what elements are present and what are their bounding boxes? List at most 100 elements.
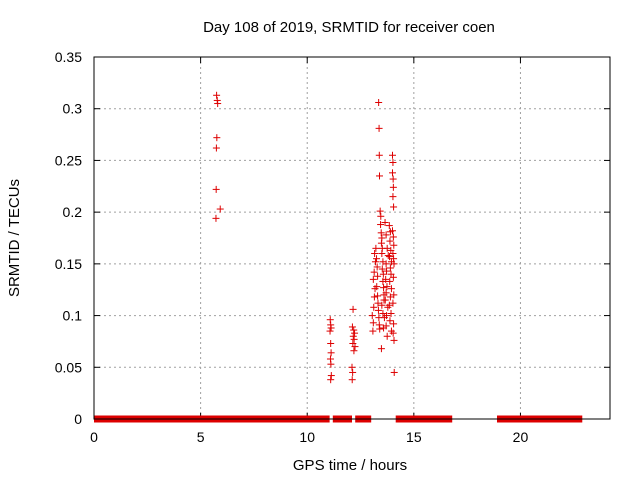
x-axis-label: GPS time / hours — [293, 457, 407, 474]
y-tick-label: 0.3 — [63, 101, 83, 117]
data-point — [389, 193, 397, 201]
data-point — [389, 233, 397, 241]
data-point — [390, 320, 398, 328]
data-point — [376, 172, 384, 180]
data-point — [390, 336, 398, 344]
data-point — [350, 326, 358, 334]
x-tick-label: 10 — [299, 429, 315, 445]
data-point — [371, 250, 379, 258]
data-point — [383, 267, 391, 275]
x-tick-label: 20 — [513, 429, 529, 445]
data-point — [389, 299, 397, 307]
data-point — [389, 227, 397, 235]
x-ticks: 0 5 10 15 20 — [90, 57, 528, 445]
data-point — [390, 291, 398, 299]
data-point — [385, 301, 393, 309]
data-point — [212, 214, 220, 222]
data-point — [390, 368, 398, 376]
data-point — [383, 244, 391, 252]
data-point — [383, 312, 391, 320]
data-point — [390, 241, 398, 249]
y-tick-label: 0 — [74, 411, 82, 427]
data-point — [382, 275, 390, 283]
data-point — [327, 372, 335, 380]
data-point — [374, 306, 382, 314]
data-point — [389, 329, 397, 337]
data-point — [389, 175, 397, 183]
data-point — [374, 299, 382, 307]
data-point — [374, 272, 382, 280]
data-point — [327, 376, 335, 384]
x-tick-label: 5 — [197, 429, 205, 445]
data-point — [377, 239, 385, 247]
grid-lines — [94, 57, 610, 419]
data-point — [377, 345, 385, 353]
data-point — [373, 283, 381, 291]
data-point — [373, 255, 381, 263]
data-point — [386, 253, 394, 261]
data-point — [386, 277, 394, 285]
plot-frame — [93, 56, 611, 420]
data-point — [379, 310, 387, 318]
y-tick-label: 0.2 — [63, 204, 83, 220]
data-point — [376, 325, 384, 333]
y-ticks: 0 0.05 0.1 0.15 0.2 0.25 0.3 0.35 — [55, 49, 610, 427]
data-point — [389, 183, 397, 191]
data-point — [376, 207, 384, 215]
data-point — [375, 151, 383, 159]
data-point — [377, 229, 385, 237]
data-point — [382, 289, 390, 297]
data-point — [371, 258, 379, 266]
data-point — [386, 317, 394, 325]
data-point — [375, 124, 383, 132]
data-point — [348, 376, 356, 384]
data-point — [327, 349, 335, 357]
y-tick-label: 0.25 — [55, 152, 82, 168]
data-point — [370, 268, 378, 276]
y-tick-label: 0.15 — [55, 256, 82, 272]
data-point — [350, 347, 358, 355]
data-point — [349, 332, 357, 340]
data-point — [375, 99, 383, 107]
data-point — [389, 250, 397, 258]
data-point — [327, 360, 335, 368]
data-point — [383, 332, 391, 340]
data-point — [389, 158, 397, 166]
data-point — [382, 260, 390, 268]
data-point — [214, 100, 222, 108]
data-point — [326, 327, 334, 335]
y-tick-label: 0.05 — [55, 359, 82, 375]
data-point — [389, 273, 397, 281]
data-point — [213, 91, 221, 99]
data-point — [380, 284, 388, 292]
data-point — [212, 185, 220, 193]
y-tick-label: 0.1 — [63, 308, 83, 324]
data-point — [389, 169, 397, 177]
data-point — [348, 323, 356, 331]
data-point — [351, 343, 359, 351]
data-point — [386, 264, 394, 272]
data-point — [377, 221, 385, 229]
data-point — [379, 270, 387, 278]
data-point — [378, 250, 386, 258]
data-point — [377, 212, 385, 220]
data-point — [216, 205, 224, 213]
data-point — [372, 244, 380, 252]
x-tick-label: 0 — [90, 429, 98, 445]
y-tick-label: 0.35 — [55, 49, 82, 65]
data-point — [348, 363, 356, 371]
data-point — [350, 335, 358, 343]
data-point — [390, 203, 398, 211]
data-point — [383, 283, 391, 291]
data-point — [370, 303, 378, 311]
data-point — [369, 319, 377, 327]
data-point — [327, 324, 335, 332]
data-point — [384, 252, 392, 260]
data-point — [370, 293, 378, 301]
data-point — [385, 222, 393, 230]
data-point — [369, 327, 377, 335]
data-point — [382, 322, 390, 330]
data-point — [378, 265, 386, 273]
data-point — [368, 312, 376, 320]
